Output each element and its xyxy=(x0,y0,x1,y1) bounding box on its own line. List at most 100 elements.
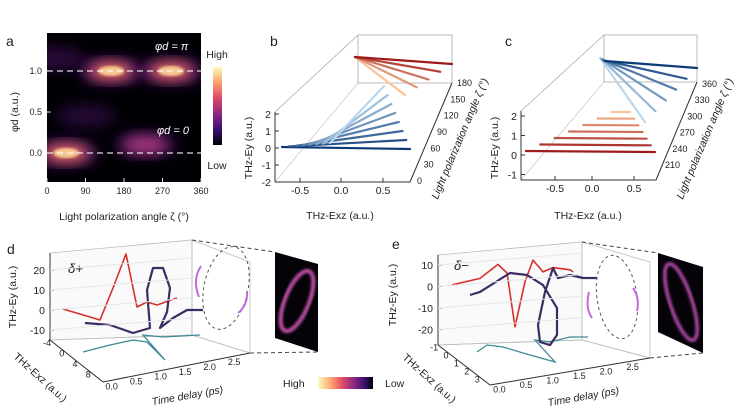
ey-time-curve xyxy=(62,253,178,321)
colorbar xyxy=(213,67,222,145)
x-tick-label: -0.5 xyxy=(546,183,564,195)
panel-c-lines xyxy=(524,56,699,154)
x-tick-label: 2.0 xyxy=(203,362,216,372)
rotation-arrow-icon xyxy=(195,265,202,298)
colorbar-high-label: High xyxy=(206,49,228,61)
panel-e-x-axis xyxy=(489,357,651,386)
y-tick-label: 10 xyxy=(421,260,433,272)
y-tick-label: 0.5 xyxy=(29,107,42,117)
heatmap-blob-peak xyxy=(53,148,80,158)
z-tick-label: -1 xyxy=(430,342,438,352)
x-tick-label: 1.5 xyxy=(179,367,192,377)
panel-c-box xyxy=(520,34,698,181)
y-tick-label: 0.0 xyxy=(29,148,42,158)
y-tick-label: 1 xyxy=(265,126,271,138)
z-tick-label: 120 xyxy=(444,111,459,121)
panel-b-z-axis xyxy=(409,82,453,183)
panel-d-polarization-ellipse xyxy=(202,246,250,330)
z-tick-label: 60 xyxy=(430,143,440,153)
bottom-colorbar xyxy=(318,377,373,389)
x-tick-label: 2.5 xyxy=(626,362,639,372)
y-tick-label: 0 xyxy=(39,305,45,317)
x-tick-label: 1.0 xyxy=(546,375,559,385)
x-tick-label: 1.0 xyxy=(154,372,167,382)
x-tick-label: 2.5 xyxy=(228,357,241,367)
y-tick-label: 1.0 xyxy=(29,66,42,76)
panel-d-helicity-label: δ+ xyxy=(68,261,83,276)
rotation-arrow-icon xyxy=(586,291,593,319)
polarization-line xyxy=(599,57,657,113)
panel-e-zlabel: THz-Exz (a.u.) xyxy=(400,352,458,406)
x-tick-label: 0.5 xyxy=(627,183,642,195)
x-tick-label: 0.5 xyxy=(520,380,533,390)
grid-line xyxy=(437,274,583,287)
z-tick-label: 150 xyxy=(450,94,465,104)
polarization-line xyxy=(353,55,442,73)
polarization-line xyxy=(353,55,454,66)
polarization-line xyxy=(280,145,412,151)
field-trajectory-curve xyxy=(84,266,203,335)
panel-e-ylabel: THz-Ey (a.u.) xyxy=(387,264,399,326)
z-tick-label: 300 xyxy=(687,111,702,121)
polarization-line xyxy=(601,58,678,91)
colorbar-low-label: Low xyxy=(207,160,227,172)
panel-d-xlabel: Time delay (ps) xyxy=(151,384,224,406)
panel-d-z-axis xyxy=(49,339,104,383)
panel-a-ylabel: φd (a.u.) xyxy=(9,92,21,132)
projection-line xyxy=(581,241,659,254)
panel-label-d: d xyxy=(7,241,15,257)
polarization-line xyxy=(539,143,652,147)
floor-projection-curve xyxy=(82,334,201,361)
projection-line xyxy=(249,351,319,354)
x-tick-label: 0.0 xyxy=(585,183,600,195)
y-tick-label: -20 xyxy=(418,325,433,337)
panel-a-ticks: 0 90 180 270 360 0.0 0.5 1.0 xyxy=(29,66,208,196)
panel-e-ellipse-image xyxy=(658,253,703,353)
x-tick-label: 360 xyxy=(193,186,208,196)
y-tick-label: -2 xyxy=(262,177,271,189)
panel-e-polarization-ellipse xyxy=(595,254,639,340)
x-tick-label: 0.0 xyxy=(105,381,118,391)
panel-label-b: b xyxy=(270,33,278,49)
y-tick-label: 1 xyxy=(511,131,517,143)
x-tick-label: 180 xyxy=(116,186,131,196)
y-tick-label: 2 xyxy=(511,111,517,123)
grid-line xyxy=(437,252,583,266)
polarization-line xyxy=(353,55,430,81)
polarization-line xyxy=(524,149,657,154)
z-tick-label: 2 xyxy=(464,366,469,376)
y-tick-label: 0 xyxy=(511,150,517,162)
heatmap-blob-core xyxy=(123,136,168,153)
z-tick-label: 0 xyxy=(417,176,422,186)
z-tick-label: 330 xyxy=(695,95,710,105)
bottom-colorbar-low-label: Low xyxy=(385,378,405,390)
z-tick-label: 360 xyxy=(702,79,717,89)
panel-b-xlabel: THz-Exz (a.u.) xyxy=(306,210,374,222)
panel-d-ylabel: THz-Ey (a.u.) xyxy=(7,266,19,328)
annotation-phi-zero: φd = 0 xyxy=(157,125,190,137)
polarization-line xyxy=(603,59,699,70)
annotation-phi-pi: φd = π xyxy=(155,41,189,53)
x-tick-label: -0.5 xyxy=(291,185,309,197)
panel-label-e: e xyxy=(392,236,400,252)
x-tick-label: 0 xyxy=(44,186,49,196)
x-tick-label: 2.0 xyxy=(600,366,613,376)
bottom-colorbar-high-label: High xyxy=(283,378,305,390)
panel-a: a φd = π φd = 0 0 90 180 270 360 0.0 0.5 1.0 Li… xyxy=(6,33,228,223)
grid-line xyxy=(49,317,193,331)
x-tick-label: 270 xyxy=(155,186,170,196)
y-tick-label: -1 xyxy=(508,170,517,182)
grid-line xyxy=(437,295,583,309)
grid-line xyxy=(49,297,193,311)
x-tick-label: 90 xyxy=(80,186,90,196)
polarization-line xyxy=(553,136,648,140)
z-tick-label: 0 xyxy=(444,350,449,360)
rotation-arrow-icon xyxy=(237,290,249,314)
